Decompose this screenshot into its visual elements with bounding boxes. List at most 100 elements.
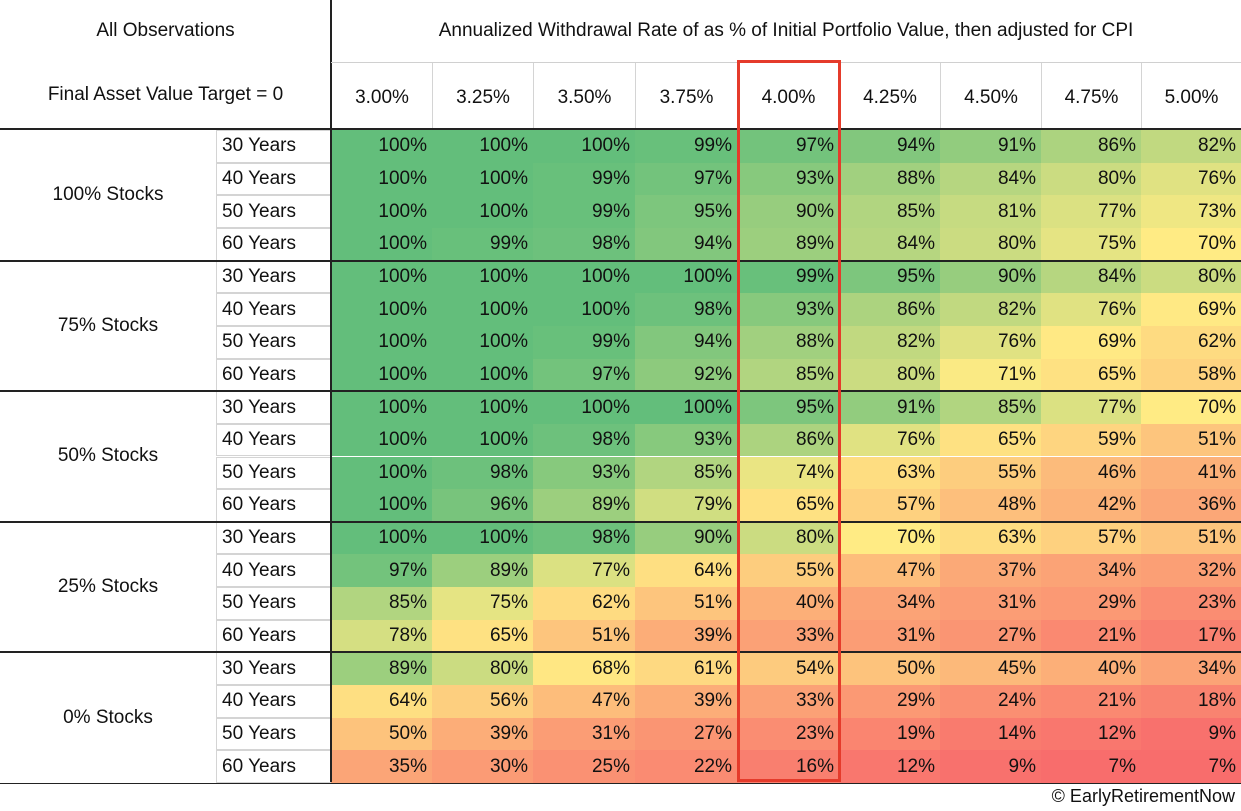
horizon-label: 30 Years [216,391,331,424]
group-label: 75% Stocks [0,260,216,392]
data-cell: 80% [940,227,1041,261]
column-header: 4.00% [737,62,839,128]
data-cell: 29% [839,685,940,718]
data-cell: 34% [839,587,940,620]
data-cell: 98% [533,423,635,457]
data-cell: 100% [432,325,533,359]
data-cell: 41% [1141,456,1241,490]
data-cell: 63% [839,456,940,490]
data-cell: 19% [839,717,940,751]
data-cell: 82% [1141,130,1241,163]
data-cell: 99% [432,227,533,261]
data-cell: 51% [635,587,737,620]
data-cell: 21% [1041,619,1141,653]
data-cell: 71% [940,358,1041,392]
data-cell: 97% [635,162,737,196]
divider [0,651,1241,654]
data-cell: 85% [940,391,1041,424]
data-cell: 86% [839,293,940,326]
data-cell: 23% [1141,587,1241,620]
data-cell: 90% [635,521,737,555]
data-cell: 55% [940,456,1041,490]
column-header: 3.50% [533,62,635,128]
data-cell: 31% [940,587,1041,620]
data-cell: 39% [432,717,533,751]
corner-bottom-label: Final Asset Value Target = 0 [0,62,331,128]
data-cell: 62% [1141,325,1241,359]
data-cell: 85% [635,456,737,490]
data-cell: 47% [839,554,940,588]
data-cell: 100% [331,391,432,424]
data-cell: 100% [331,423,432,457]
data-cell: 89% [737,227,839,261]
data-cell: 97% [533,358,635,392]
data-cell: 77% [533,554,635,588]
divider [0,783,1241,784]
data-cell: 100% [331,195,432,228]
data-cell: 81% [940,195,1041,228]
data-cell: 97% [737,130,839,163]
horizon-label: 60 Years [216,750,331,783]
data-cell: 100% [432,391,533,424]
data-cell: 85% [839,195,940,228]
data-cell: 35% [331,750,432,783]
horizon-label: 60 Years [216,358,331,392]
data-cell: 84% [940,162,1041,196]
data-cell: 77% [1041,391,1141,424]
data-cell: 27% [635,717,737,751]
data-cell: 64% [331,685,432,718]
data-cell: 90% [940,260,1041,294]
data-cell: 100% [533,391,635,424]
data-cell: 98% [635,293,737,326]
data-cell: 100% [635,391,737,424]
data-cell: 76% [1141,162,1241,196]
data-cell: 73% [1141,195,1241,228]
data-cell: 100% [331,521,432,555]
data-cell: 65% [940,423,1041,457]
data-cell: 18% [1141,685,1241,718]
data-cell: 100% [331,489,432,522]
data-cell: 89% [331,652,432,686]
data-cell: 85% [737,358,839,392]
data-cell: 95% [839,260,940,294]
horizon-label: 50 Years [216,195,331,228]
data-cell: 70% [1141,391,1241,424]
data-cell: 59% [1041,423,1141,457]
data-cell: 80% [839,358,940,392]
data-cell: 90% [737,195,839,228]
data-cell: 29% [1041,587,1141,620]
data-cell: 47% [533,685,635,718]
data-cell: 51% [1141,521,1241,555]
data-cell: 7% [1041,750,1141,783]
data-cell: 45% [940,652,1041,686]
data-cell: 25% [533,750,635,783]
data-cell: 80% [1041,162,1141,196]
data-cell: 34% [1041,554,1141,588]
data-cell: 97% [331,554,432,588]
data-cell: 12% [1041,717,1141,751]
data-cell: 99% [737,260,839,294]
data-cell: 84% [1041,260,1141,294]
data-cell: 93% [533,456,635,490]
data-cell: 61% [635,652,737,686]
data-cell: 58% [1141,358,1241,392]
horizon-label: 50 Years [216,456,331,490]
data-cell: 88% [839,162,940,196]
data-cell: 82% [839,325,940,359]
horizon-label: 50 Years [216,717,331,751]
data-cell: 55% [737,554,839,588]
data-cell: 34% [1141,652,1241,686]
data-cell: 64% [635,554,737,588]
horizon-label: 60 Years [216,227,331,261]
data-cell: 9% [940,750,1041,783]
data-cell: 94% [839,130,940,163]
data-cell: 86% [737,423,839,457]
data-cell: 68% [533,652,635,686]
data-cell: 33% [737,619,839,653]
data-cell: 33% [737,685,839,718]
data-cell: 99% [635,130,737,163]
data-cell: 80% [1141,260,1241,294]
data-cell: 76% [839,423,940,457]
data-cell: 100% [331,293,432,326]
